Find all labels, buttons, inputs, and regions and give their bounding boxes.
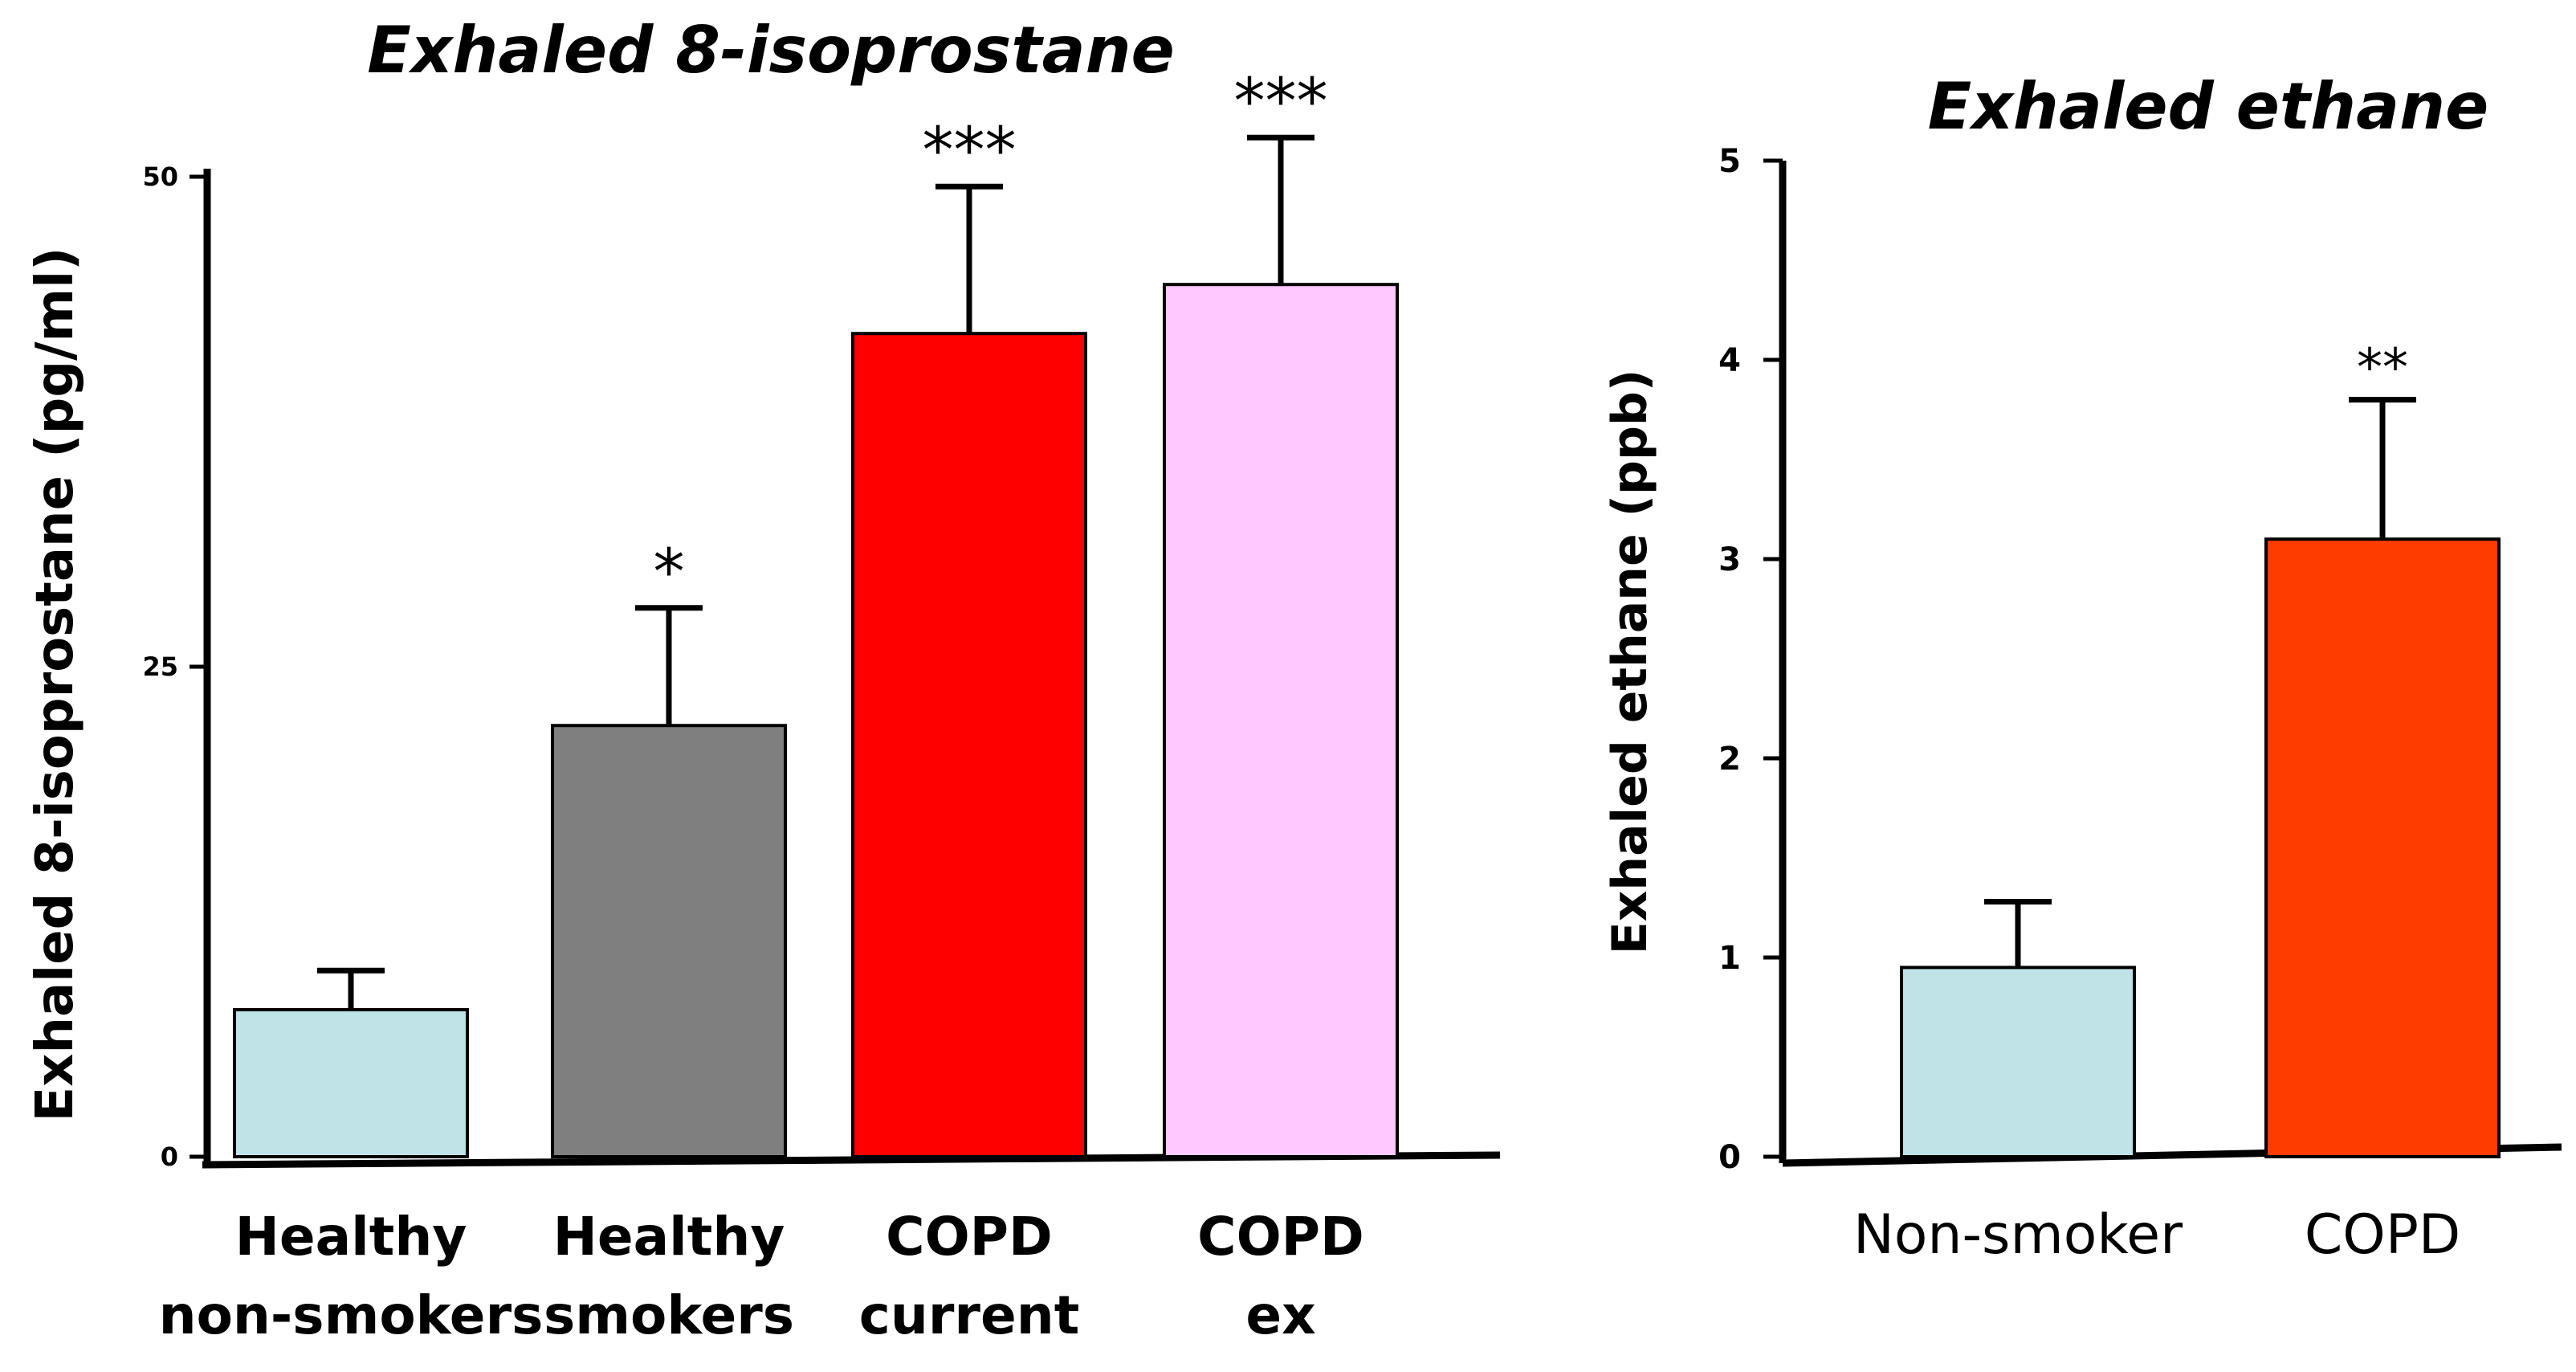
isoprostane-bar-3	[1163, 283, 1399, 1159]
isoprostane-category-label-2-0: COPD	[886, 1206, 1053, 1268]
isoprostane-bars: *******	[233, 66, 1399, 1159]
isoprostane-bar-0	[233, 1008, 469, 1158]
isoprostane-y-tick-label-1: 25	[142, 651, 178, 682]
ethane-y-axis-label: Exhaled ethane (ppb)	[1602, 370, 1658, 955]
isoprostane-bar-2	[851, 332, 1087, 1159]
isoprostane-bar-1	[551, 724, 787, 1158]
ethane-y-tick-label-5: 5	[1718, 143, 1741, 180]
isoprostane-category-label-1-1: smokers	[544, 1284, 794, 1346]
ethane-chart: Exhaled ethane Exhaled ethane (ppb) 0 1 2 3…	[1602, 69, 2562, 1267]
ethane-y-tick-label-3: 3	[1718, 541, 1741, 578]
isoprostane-significance-2: ***	[923, 115, 1017, 187]
isoprostane-chart: Exhaled 8-isoprostane Exhaled 8-isoprost…	[26, 13, 1501, 1346]
isoprostane-category-label-3-1: ex	[1245, 1284, 1315, 1346]
ethane-y-tick-label-0: 0	[1718, 1139, 1741, 1176]
ethane-bars: **	[1900, 339, 2501, 1159]
ethane-y-tick-label-2: 2	[1718, 741, 1741, 778]
isoprostane-significance-1: *	[654, 537, 685, 609]
ethane-y-ticks: 0 1 2 3 4 5	[1718, 143, 1783, 1176]
isoprostane-y-axis-label: Exhaled 8-isoprostane (pg/ml)	[26, 247, 85, 1122]
ethane-bar-1	[2264, 537, 2501, 1158]
ethane-category-label-1-0: COPD	[2305, 1203, 2460, 1267]
isoprostane-category-label-1-0: Healthy	[553, 1206, 785, 1268]
ethane-y-tick-label-4: 4	[1718, 342, 1741, 379]
ethane-chart-title: Exhaled ethane	[1928, 69, 2489, 144]
isoprostane-y-tick-label-2: 50	[142, 161, 178, 192]
ethane-category-label-0-0: Non-smoker	[1853, 1203, 2183, 1267]
ethane-bar-0	[1900, 966, 2136, 1159]
isoprostane-category-label-0-1: non-smokers	[159, 1284, 544, 1346]
ethane-significance-1: **	[2357, 339, 2408, 398]
isoprostane-category-label-0-0: Healthy	[235, 1206, 467, 1268]
ethane-x-labels: Non-smoker COPD	[1853, 1203, 2460, 1267]
isoprostane-x-labels: Healthynon-smokersHealthysmokersCOPDcurr…	[159, 1206, 1364, 1346]
isoprostane-y-tick-label-0: 0	[161, 1141, 178, 1172]
isoprostane-chart-title: Exhaled 8-isoprostane	[367, 13, 1175, 88]
isoprostane-significance-3: ***	[1234, 66, 1328, 138]
isoprostane-category-label-3-0: COPD	[1197, 1206, 1364, 1268]
isoprostane-category-label-2-1: current	[859, 1284, 1080, 1346]
ethane-y-tick-label-1: 1	[1718, 940, 1741, 977]
isoprostane-y-ticks: 0 25 50	[142, 161, 207, 1172]
